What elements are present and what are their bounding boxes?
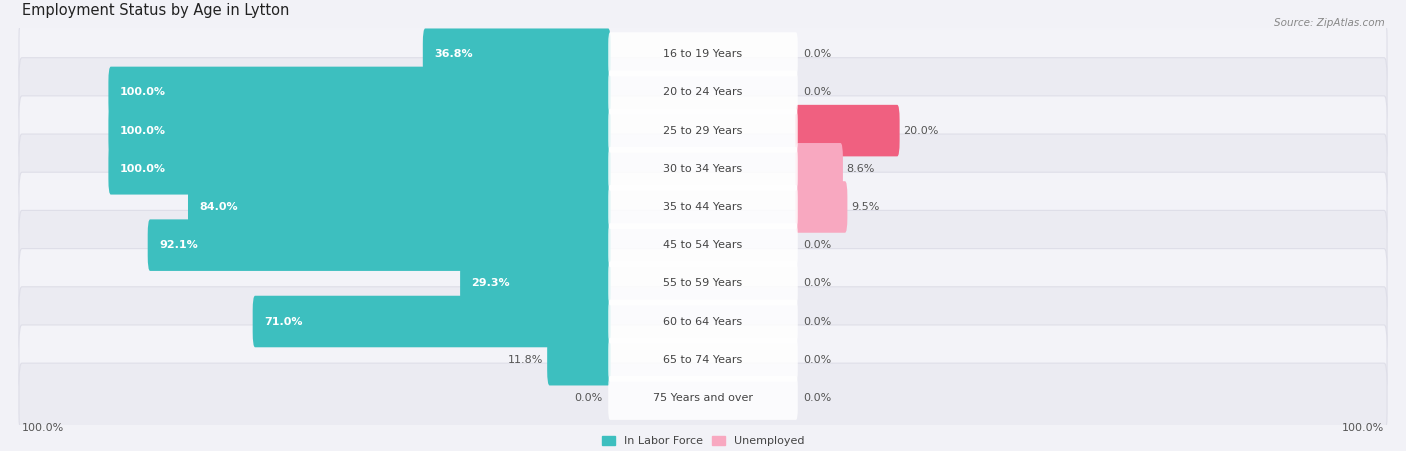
FancyBboxPatch shape bbox=[18, 19, 1388, 89]
FancyBboxPatch shape bbox=[609, 32, 797, 76]
FancyBboxPatch shape bbox=[609, 262, 797, 305]
Text: 0.0%: 0.0% bbox=[804, 393, 832, 403]
FancyBboxPatch shape bbox=[18, 58, 1388, 127]
Text: 100.0%: 100.0% bbox=[120, 87, 166, 97]
Text: 25 to 29 Years: 25 to 29 Years bbox=[664, 126, 742, 136]
Text: 8.6%: 8.6% bbox=[846, 164, 875, 174]
FancyBboxPatch shape bbox=[609, 338, 797, 382]
FancyBboxPatch shape bbox=[108, 67, 610, 118]
FancyBboxPatch shape bbox=[609, 109, 797, 152]
Text: 55 to 59 Years: 55 to 59 Years bbox=[664, 278, 742, 288]
Text: 92.1%: 92.1% bbox=[159, 240, 198, 250]
Text: 0.0%: 0.0% bbox=[804, 87, 832, 97]
FancyBboxPatch shape bbox=[609, 376, 797, 420]
Text: 0.0%: 0.0% bbox=[804, 240, 832, 250]
Text: 65 to 74 Years: 65 to 74 Years bbox=[664, 354, 742, 365]
FancyBboxPatch shape bbox=[18, 363, 1388, 433]
FancyBboxPatch shape bbox=[460, 258, 610, 309]
FancyBboxPatch shape bbox=[18, 211, 1388, 280]
Text: 100.0%: 100.0% bbox=[120, 126, 166, 136]
Text: 16 to 19 Years: 16 to 19 Years bbox=[664, 49, 742, 59]
Text: 100.0%: 100.0% bbox=[22, 423, 65, 433]
Text: 36.8%: 36.8% bbox=[434, 49, 472, 59]
Text: 0.0%: 0.0% bbox=[574, 393, 602, 403]
Text: 60 to 64 Years: 60 to 64 Years bbox=[664, 317, 742, 327]
FancyBboxPatch shape bbox=[188, 181, 610, 233]
Text: 45 to 54 Years: 45 to 54 Years bbox=[664, 240, 742, 250]
FancyBboxPatch shape bbox=[796, 181, 848, 233]
FancyBboxPatch shape bbox=[609, 70, 797, 115]
Text: 0.0%: 0.0% bbox=[804, 278, 832, 288]
FancyBboxPatch shape bbox=[148, 219, 610, 271]
FancyBboxPatch shape bbox=[609, 185, 797, 229]
Text: 9.5%: 9.5% bbox=[851, 202, 879, 212]
FancyBboxPatch shape bbox=[18, 96, 1388, 166]
FancyBboxPatch shape bbox=[609, 299, 797, 344]
Text: Source: ZipAtlas.com: Source: ZipAtlas.com bbox=[1274, 18, 1385, 28]
Text: 100.0%: 100.0% bbox=[1341, 423, 1384, 433]
Text: 0.0%: 0.0% bbox=[804, 49, 832, 59]
Text: 11.8%: 11.8% bbox=[508, 354, 544, 365]
Text: 20 to 24 Years: 20 to 24 Years bbox=[664, 87, 742, 97]
Text: Employment Status by Age in Lytton: Employment Status by Age in Lytton bbox=[22, 3, 290, 18]
Text: 71.0%: 71.0% bbox=[264, 317, 302, 327]
Text: 29.3%: 29.3% bbox=[471, 278, 510, 288]
FancyBboxPatch shape bbox=[18, 287, 1388, 356]
Text: 30 to 34 Years: 30 to 34 Years bbox=[664, 164, 742, 174]
FancyBboxPatch shape bbox=[108, 105, 610, 156]
FancyBboxPatch shape bbox=[796, 143, 844, 194]
Text: 100.0%: 100.0% bbox=[120, 164, 166, 174]
Text: 84.0%: 84.0% bbox=[200, 202, 238, 212]
FancyBboxPatch shape bbox=[18, 172, 1388, 242]
FancyBboxPatch shape bbox=[609, 223, 797, 267]
FancyBboxPatch shape bbox=[18, 325, 1388, 395]
FancyBboxPatch shape bbox=[609, 147, 797, 191]
FancyBboxPatch shape bbox=[18, 249, 1388, 318]
Text: 0.0%: 0.0% bbox=[804, 354, 832, 365]
FancyBboxPatch shape bbox=[796, 105, 900, 156]
FancyBboxPatch shape bbox=[253, 296, 610, 347]
Legend: In Labor Force, Unemployed: In Labor Force, Unemployed bbox=[598, 432, 808, 451]
FancyBboxPatch shape bbox=[18, 134, 1388, 203]
Text: 75 Years and over: 75 Years and over bbox=[652, 393, 754, 403]
Text: 0.0%: 0.0% bbox=[804, 317, 832, 327]
Text: 20.0%: 20.0% bbox=[903, 126, 939, 136]
Text: 35 to 44 Years: 35 to 44 Years bbox=[664, 202, 742, 212]
FancyBboxPatch shape bbox=[423, 28, 610, 80]
FancyBboxPatch shape bbox=[547, 334, 610, 386]
FancyBboxPatch shape bbox=[108, 143, 610, 194]
